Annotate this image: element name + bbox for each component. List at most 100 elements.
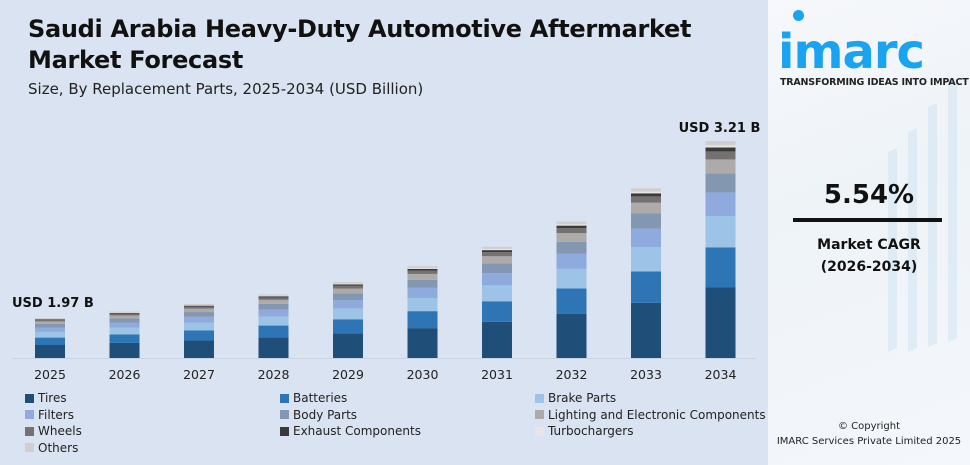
legend-item-lighting-and-electronic-components: Lighting and Electronic Components xyxy=(535,407,766,423)
info-panel: imarc TRANSFORMING IDEAS INTO IMPACT 5.5… xyxy=(768,0,970,465)
bar-segment-wheels-2029 xyxy=(333,285,363,289)
x-tick-label: 2032 xyxy=(556,367,588,382)
legend-swatch xyxy=(280,426,289,436)
bar-segment-filters-2027 xyxy=(184,316,214,323)
legend-swatch xyxy=(535,410,544,419)
bar-segment-exhaust-components-2027 xyxy=(184,305,214,307)
bar-segment-batteries-2030 xyxy=(407,311,438,329)
value-annotation-2034: USD 3.21 B xyxy=(679,121,761,136)
bar-segment-wheels-2033 xyxy=(631,196,661,203)
bar-segment-lighting-and-electronic-components-2029 xyxy=(333,288,363,294)
stacked-bar-chart: 2025 2026 2027 2028 2029 2030 2031 2032 2033 2034… xyxy=(12,121,761,382)
bar-segment-batteries-2026 xyxy=(109,334,140,343)
bar-segment-filters-2034 xyxy=(705,192,736,217)
legend-item-others: Others xyxy=(25,440,78,456)
bar-segment-brake-parts-2033 xyxy=(631,247,661,272)
bar-segment-lighting-and-electronic-components-2032 xyxy=(556,233,587,242)
bar-segment-turbochargers-2029 xyxy=(333,283,363,285)
bar-segment-turbochargers-2033 xyxy=(631,191,661,194)
bar-segment-brake-parts-2028 xyxy=(258,316,289,326)
bar-segment-body-parts-2026 xyxy=(109,318,140,323)
bar-segment-tires-2028 xyxy=(258,337,289,358)
bar-segment-batteries-2025 xyxy=(35,337,65,345)
bar-segment-filters-2029 xyxy=(333,300,363,309)
decorative-bar xyxy=(928,102,937,348)
bar-segment-lighting-and-electronic-components-2030 xyxy=(407,273,438,280)
legend-label: Wheels xyxy=(38,424,82,438)
x-tick-label: 2028 xyxy=(258,367,290,382)
bar-segment-tires-2033 xyxy=(631,302,661,358)
bar-segment-wheels-2028 xyxy=(258,297,289,300)
bar-segment-brake-parts-2032 xyxy=(556,268,587,289)
chart-subtitle: Size, By Replacement Parts, 2025-2034 (U… xyxy=(28,80,424,98)
bar-segment-others-2025 xyxy=(35,318,65,319)
x-tick-label: 2029 xyxy=(332,367,364,382)
legend-label: Others xyxy=(38,440,79,455)
legend-swatch xyxy=(25,410,34,419)
bar-segment-batteries-2032 xyxy=(556,288,587,314)
legend-label: Exhaust Components xyxy=(293,424,421,438)
bar-segment-wheels-2026 xyxy=(109,313,140,316)
bar-segment-batteries-2034 xyxy=(705,247,736,288)
bar-segment-others-2034 xyxy=(705,141,736,146)
bar-segment-tires-2031 xyxy=(482,321,512,358)
x-tick-label: 2026 xyxy=(109,367,141,382)
bar-segment-others-2027 xyxy=(184,304,214,306)
cagr-divider xyxy=(793,218,942,222)
bar-segment-brake-parts-2034 xyxy=(705,216,736,248)
bar-stack-2025 xyxy=(35,318,65,358)
bar-segment-wheels-2032 xyxy=(556,228,587,234)
bar-stack-2029 xyxy=(333,282,363,358)
bar-segment-tires-2030 xyxy=(407,328,438,358)
legend-label: Filters xyxy=(38,407,74,422)
bar-segment-others-2030 xyxy=(407,266,438,268)
bar-segment-lighting-and-electronic-components-2025 xyxy=(35,321,65,324)
bar-segment-others-2029 xyxy=(333,282,363,284)
legend-swatch xyxy=(25,443,34,452)
copyright-line-1: © Copyright xyxy=(837,421,901,432)
bar-stack-2032 xyxy=(556,221,587,358)
chart-title: Saudi Arabia Heavy-Duty Automotive After… xyxy=(28,14,691,76)
copyright-line-2: IMARC Services Private Limited 2025 xyxy=(776,436,962,447)
legend-item-wheels: Wheels xyxy=(25,423,82,439)
title-line-2: Market Forecast xyxy=(28,46,244,74)
cagr-period: (2026-2034) xyxy=(820,259,918,275)
bar-segment-others-2028 xyxy=(258,294,289,296)
legend-item-turbochargers: Turbochargers xyxy=(535,423,633,439)
bar-segment-tires-2027 xyxy=(184,340,214,358)
legend-swatch xyxy=(535,426,544,436)
bar-segment-others-2032 xyxy=(556,221,587,225)
bar-segment-batteries-2031 xyxy=(482,301,512,322)
bar-segment-others-2033 xyxy=(631,188,661,192)
legend-label: Body Parts xyxy=(293,407,358,422)
bar-segment-turbochargers-2034 xyxy=(705,145,736,148)
bar-stack-2026 xyxy=(109,311,140,358)
bar-segment-brake-parts-2026 xyxy=(109,327,140,335)
bar-segment-filters-2032 xyxy=(556,253,587,269)
chart-panel: Saudi Arabia Heavy-Duty Automotive After… xyxy=(0,0,768,465)
bar-segment-tires-2034 xyxy=(705,287,736,358)
bar-segment-exhaust-components-2032 xyxy=(556,225,587,229)
bar-segment-body-parts-2030 xyxy=(407,279,438,288)
legend-swatch xyxy=(280,410,289,419)
bar-segment-brake-parts-2031 xyxy=(482,285,512,302)
bar-segment-lighting-and-electronic-components-2026 xyxy=(109,315,140,319)
bar-segment-turbochargers-2030 xyxy=(407,267,438,269)
bar-segment-batteries-2029 xyxy=(333,319,363,334)
cagr-label: Market CAGR (2026-2034) xyxy=(768,234,970,278)
imarc-logo: imarc xyxy=(778,24,925,80)
bar-segment-batteries-2027 xyxy=(184,330,214,341)
bar-stack-2030 xyxy=(407,266,438,358)
bar-segment-wheels-2025 xyxy=(35,319,65,322)
bar-segment-others-2026 xyxy=(109,311,140,313)
bar-segment-turbochargers-2031 xyxy=(482,248,512,251)
legend-swatch xyxy=(25,393,34,403)
bar-segment-brake-parts-2030 xyxy=(407,297,438,312)
bar-segment-wheels-2030 xyxy=(407,270,438,274)
bar-segment-tires-2029 xyxy=(333,333,363,358)
bar-stack-2028 xyxy=(258,294,289,358)
bar-segment-wheels-2031 xyxy=(482,252,512,257)
x-tick-label: 2034 xyxy=(705,367,737,382)
bar-segment-filters-2031 xyxy=(482,273,512,286)
bar-segment-body-parts-2025 xyxy=(35,323,65,328)
